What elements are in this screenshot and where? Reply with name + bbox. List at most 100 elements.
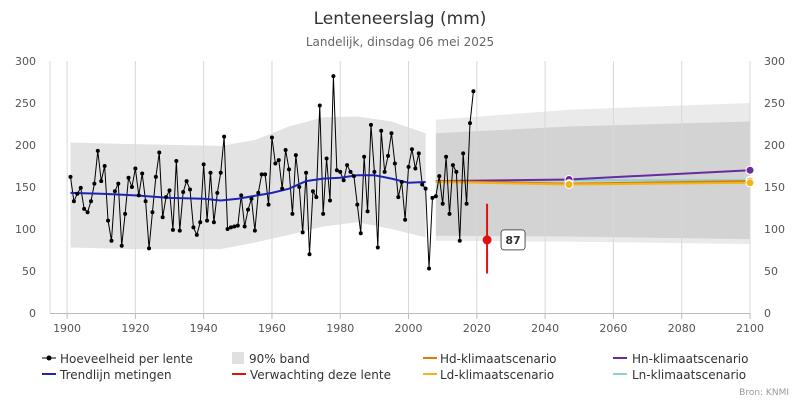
observation-point[interactable] (392, 161, 397, 166)
observation-point[interactable] (355, 202, 360, 207)
observation-point[interactable] (116, 181, 121, 186)
scenario-point-ld[interactable] (745, 178, 755, 188)
source-credit[interactable]: Bron: KNMI (739, 388, 789, 398)
legend-item-hd[interactable]: Hd-klimaatscenario (423, 352, 557, 366)
observation-point[interactable] (181, 190, 186, 195)
observation-point[interactable] (112, 189, 117, 194)
observation-point[interactable] (177, 228, 182, 233)
observation-point[interactable] (280, 186, 285, 191)
observation-point[interactable] (88, 199, 93, 204)
observation-point[interactable] (444, 154, 449, 159)
observation-point[interactable] (123, 211, 128, 216)
observation-point[interactable] (300, 230, 305, 235)
observation-point[interactable] (310, 189, 315, 194)
observation-point[interactable] (99, 179, 104, 184)
observation-point[interactable] (334, 168, 339, 173)
observation-point[interactable] (328, 198, 332, 203)
observation-point[interactable] (406, 164, 411, 169)
observation-point[interactable] (143, 199, 148, 204)
legend-item-forecast[interactable]: Verwachting deze lente (232, 368, 391, 382)
observation-point[interactable] (345, 163, 350, 168)
observation-point[interactable] (338, 169, 343, 174)
forecast-point[interactable] (482, 235, 492, 245)
observation-point[interactable] (228, 225, 233, 230)
observation-point[interactable] (167, 188, 172, 193)
observation-point[interactable] (218, 170, 223, 175)
observation-point[interactable] (252, 228, 257, 233)
observation-point[interactable] (256, 190, 261, 195)
observation-point[interactable] (246, 207, 251, 212)
observation-point[interactable] (160, 215, 165, 220)
observation-point[interactable] (307, 252, 312, 257)
observation-point[interactable] (184, 179, 189, 184)
observation-point[interactable] (235, 223, 240, 228)
observation-point[interactable] (174, 158, 179, 163)
observation-point[interactable] (317, 103, 322, 108)
observation-point[interactable] (403, 217, 408, 222)
observation-point[interactable] (287, 167, 292, 172)
observation-point[interactable] (71, 199, 76, 204)
observation-point[interactable] (201, 162, 206, 167)
observation-point[interactable] (379, 128, 384, 133)
observation-point[interactable] (468, 121, 472, 126)
observation-point[interactable] (119, 243, 124, 248)
observation-point[interactable] (324, 156, 329, 161)
legend-item-trend[interactable]: Trendlijn metingen (42, 368, 172, 382)
observation-point[interactable] (433, 194, 438, 199)
observation-point[interactable] (157, 150, 162, 155)
observation-point[interactable] (447, 211, 452, 216)
observation-point[interactable] (471, 89, 476, 94)
observation-point[interactable] (109, 238, 114, 243)
legend-item-ln[interactable]: Ln-klimaatscenario (613, 368, 746, 382)
observation-point[interactable] (423, 186, 428, 191)
observation-point[interactable] (249, 196, 254, 201)
observation-point[interactable] (259, 172, 264, 177)
observation-point[interactable] (222, 134, 227, 139)
observation-point[interactable] (78, 185, 83, 190)
observation-point[interactable] (440, 201, 445, 206)
observation-point[interactable] (283, 148, 288, 153)
observation-point[interactable] (331, 74, 336, 79)
observation-point[interactable] (205, 218, 210, 223)
scenario-point-hn[interactable] (745, 165, 755, 175)
observation-point[interactable] (242, 224, 247, 229)
observation-point[interactable] (382, 169, 387, 174)
observation-point[interactable] (232, 224, 237, 229)
observation-point[interactable] (348, 169, 353, 174)
observation-point[interactable] (461, 151, 466, 156)
observation-point[interactable] (437, 174, 442, 179)
observation-point[interactable] (365, 209, 370, 214)
observation-point[interactable] (198, 220, 203, 225)
observation-point[interactable] (102, 164, 107, 168)
observation-point[interactable] (362, 154, 367, 159)
observation-point[interactable] (293, 153, 298, 158)
legend-item-ld[interactable]: Ld-klimaatscenario (423, 368, 554, 382)
observation-point[interactable] (420, 182, 425, 187)
observation-point[interactable] (457, 238, 462, 243)
observation-point[interactable] (416, 151, 421, 156)
observation-point[interactable] (266, 202, 271, 207)
observation-point[interactable] (276, 158, 281, 163)
observation-point[interactable] (106, 218, 111, 223)
observation-point[interactable] (92, 181, 97, 186)
observation-point[interactable] (351, 174, 356, 179)
observation-point[interactable] (464, 201, 469, 206)
observation-point[interactable] (389, 131, 394, 136)
observation-point[interactable] (263, 172, 268, 177)
observation-point[interactable] (75, 191, 80, 196)
scenario-point-ld[interactable] (564, 179, 574, 189)
observation-point[interactable] (427, 266, 432, 271)
observation-point[interactable] (194, 232, 199, 237)
legend-item-obs[interactable]: Hoeveelheid per lente (42, 352, 193, 366)
observation-point[interactable] (170, 227, 175, 232)
observation-point[interactable] (273, 161, 278, 166)
observation-point[interactable] (372, 169, 377, 174)
observation-point[interactable] (82, 206, 87, 211)
legend-item-band[interactable]: 90% band (232, 352, 310, 366)
observation-point[interactable] (133, 166, 138, 171)
observation-point[interactable] (386, 153, 391, 158)
legend-item-hn[interactable]: Hn-klimaatscenario (613, 352, 748, 366)
observation-point[interactable] (314, 195, 319, 200)
observation-point[interactable] (129, 185, 134, 189)
observation-point[interactable] (85, 210, 90, 215)
